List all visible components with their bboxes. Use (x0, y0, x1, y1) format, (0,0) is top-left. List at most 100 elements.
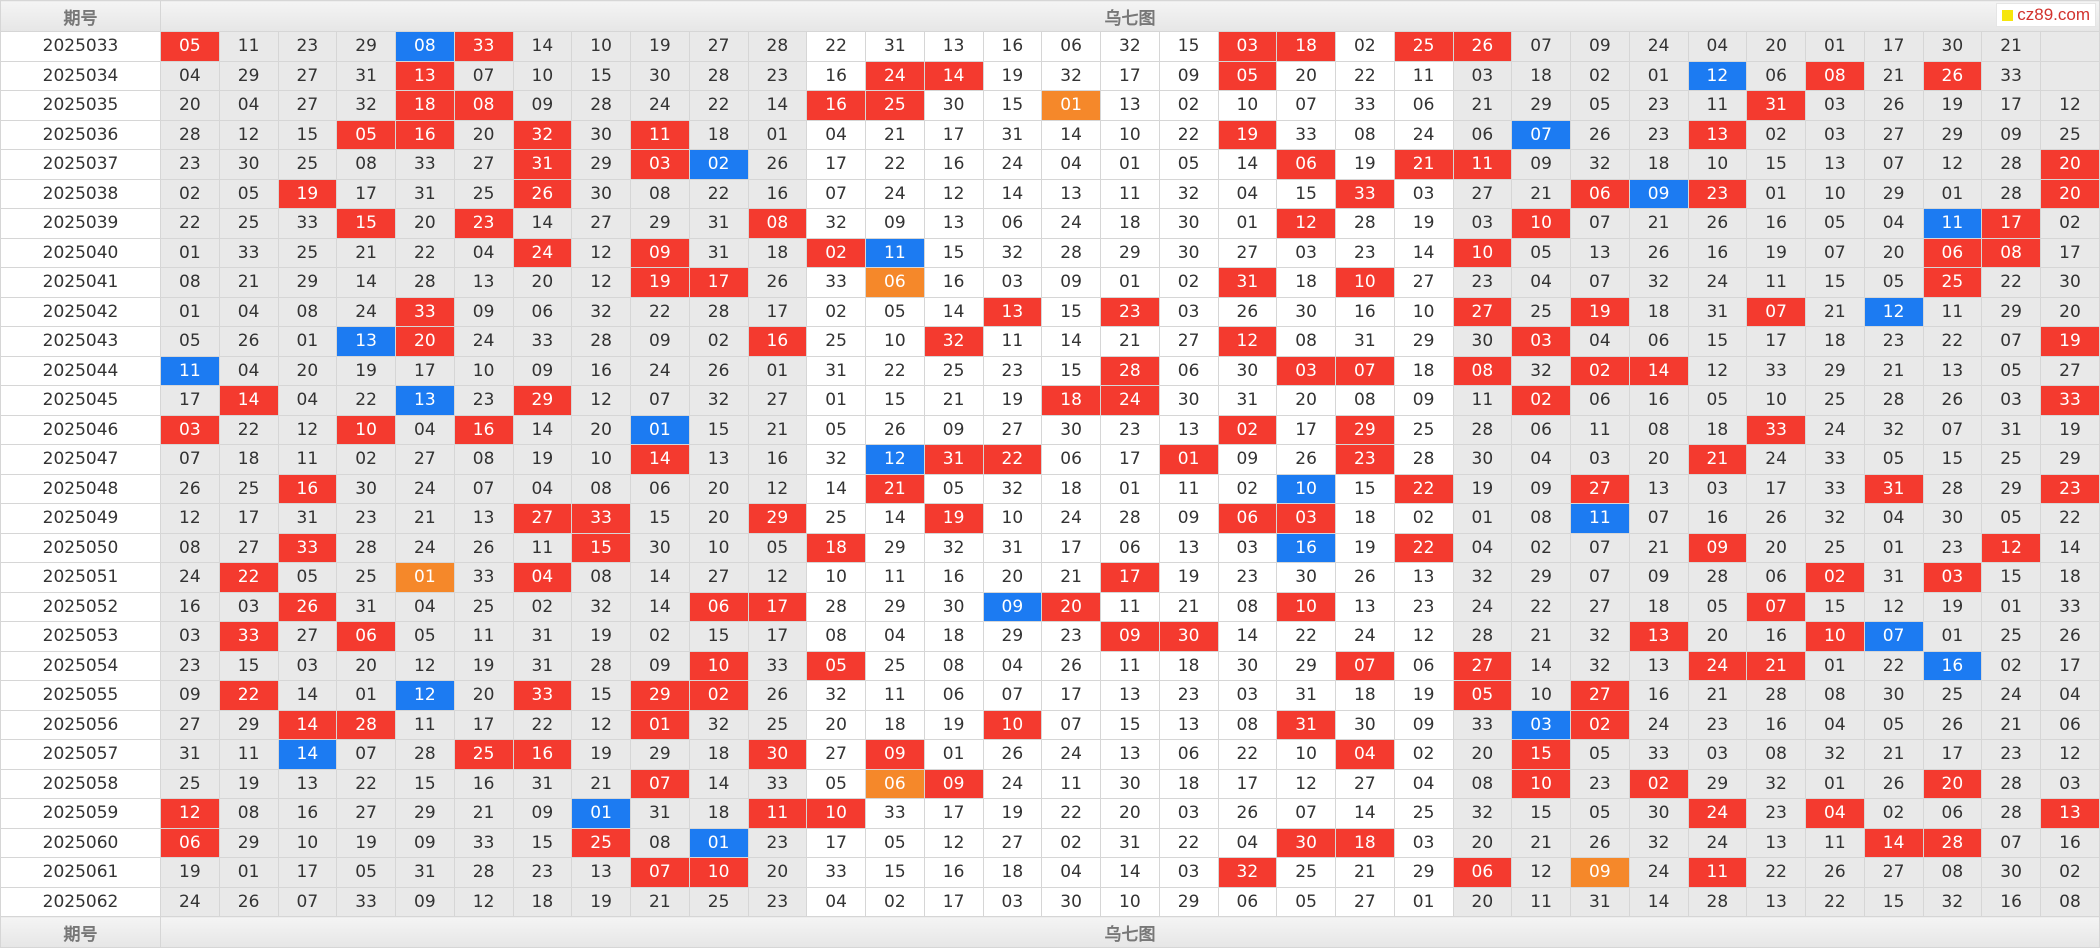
number-cell: 02 (1570, 60, 1630, 91)
number-cell: 28 (453, 857, 514, 888)
number-cell: 05 (1570, 798, 1630, 829)
number-cell: 05 (1687, 591, 1748, 622)
number-cell: 02 (688, 326, 749, 357)
number-cell: 13 (1335, 591, 1395, 622)
highlighted-number-cell: 20 (2040, 178, 2100, 209)
number-cell: 09 (512, 90, 573, 121)
number-cell: 21 (1511, 621, 1571, 652)
highlighted-number-cell: 12 (1981, 532, 2041, 563)
number-cell: 32 (1746, 768, 1806, 799)
number-cell: 33 (336, 886, 396, 917)
number-cell: 27 (982, 827, 1043, 858)
number-cell: 18 (1100, 208, 1160, 239)
number-cell: 14 (277, 680, 338, 711)
number-cell: 09 (395, 886, 455, 917)
number-cell: 03 (1393, 827, 1454, 858)
highlighted-number-cell: 12 (1276, 208, 1336, 239)
number-cell: 11 (1100, 178, 1160, 209)
number-cell: 17 (806, 827, 866, 858)
number-cell: 11 (1922, 296, 1983, 327)
highlighted-number-cell: 14 (1628, 355, 1689, 386)
number-cell: 28 (1100, 503, 1160, 534)
number-cell: 22 (218, 414, 279, 445)
highlighted-number-cell: 12 (1863, 296, 1924, 327)
number-cell: 30 (1276, 296, 1336, 327)
number-cell: 19 (1335, 532, 1395, 563)
number-cell: 21 (1452, 90, 1513, 121)
number-cell: 12 (1511, 857, 1571, 888)
number-cell: 12 (1393, 621, 1454, 652)
highlighted-number-cell: 23 (1687, 178, 1748, 209)
number-cell: 21 (218, 267, 279, 298)
number-cell: 11 (1570, 414, 1630, 445)
number-cell: 22 (865, 355, 925, 386)
number-cell: 03 (160, 621, 220, 652)
number-cell: 29 (1805, 355, 1865, 386)
number-cell: 05 (923, 473, 984, 504)
number-cell: 03 (1687, 473, 1748, 504)
number-cell: 24 (453, 326, 514, 357)
highlighted-number-cell: 12 (1217, 326, 1278, 357)
highlighted-number-cell: 31 (1746, 90, 1806, 121)
number-cell: 14 (336, 267, 396, 298)
site-watermark[interactable]: cz89.com (1996, 3, 2096, 27)
number-cell: 25 (1511, 296, 1571, 327)
number-cell: 32 (1570, 621, 1630, 652)
number-cell: 04 (277, 385, 338, 416)
highlighted-number-cell: 11 (630, 119, 690, 150)
number-cell: 33 (865, 798, 925, 829)
number-cell: 17 (806, 149, 866, 180)
number-cell: 08 (2040, 886, 2100, 917)
highlighted-number-cell: 10 (1335, 267, 1395, 298)
number-cell: 26 (2040, 621, 2100, 652)
highlighted-number-cell: 22 (982, 444, 1043, 475)
highlighted-number-cell: 32 (1217, 857, 1278, 888)
logo-dot-icon (2002, 10, 2014, 21)
number-cell: 09 (160, 680, 220, 711)
draw-row: 2025062 24 26 07 33 09 12 18 19 21 25 23 04 02 17 03 30 1… (0, 886, 2100, 917)
number-cell: 28 (1981, 178, 2041, 209)
number-cell: 10 (1393, 296, 1454, 327)
number-cell: 11 (982, 326, 1043, 357)
number-cell: 27 (277, 90, 338, 121)
highlighted-number-cell: 10 (688, 857, 749, 888)
number-cell: 21 (1863, 355, 1924, 386)
number-cell: 30 (1158, 237, 1219, 268)
number-cell: 06 (1570, 385, 1630, 416)
highlighted-number-cell: 10 (688, 650, 749, 681)
number-cell: 33 (395, 149, 455, 180)
highlighted-number-cell: 07 (630, 768, 690, 799)
number-cell: 30 (1158, 208, 1219, 239)
number-cell: 06 (1922, 798, 1983, 829)
number-cell: 21 (1805, 296, 1865, 327)
number-cell: 31 (336, 60, 396, 91)
period-cell: 2025055 (0, 680, 161, 711)
highlighted-number-cell: 33 (453, 31, 514, 62)
number-cell: 17 (1922, 739, 1983, 770)
number-cell: 33 (747, 650, 808, 681)
number-cell: 07 (1628, 503, 1689, 534)
number-cell: 30 (1922, 503, 1983, 534)
number-cell: 14 (2040, 532, 2100, 563)
number-cell: 28 (1981, 768, 2041, 799)
highlighted-number-cell: 14 (923, 60, 984, 91)
number-cell: 11 (1746, 267, 1806, 298)
number-cell: 17 (1276, 414, 1336, 445)
number-cell: 25 (1393, 798, 1454, 829)
number-cell: 11 (1393, 60, 1454, 91)
number-cell: 02 (1217, 473, 1278, 504)
number-cell: 17 (453, 709, 514, 740)
number-cell: 32 (982, 237, 1043, 268)
number-cell: 04 (1805, 709, 1865, 740)
number-cell: 10 (1746, 385, 1806, 416)
period-cell: 2025043 (0, 326, 161, 357)
number-cell: 27 (1863, 119, 1924, 150)
highlighted-number-cell: 17 (688, 267, 749, 298)
number-cell: 23 (1335, 237, 1395, 268)
number-cell: 07 (1570, 562, 1630, 593)
number-cell: 09 (1217, 444, 1278, 475)
number-cell: 28 (806, 591, 866, 622)
highlighted-number-cell: 04 (512, 562, 573, 593)
number-cell: 01 (336, 680, 396, 711)
header-period-label: 期号 (0, 0, 161, 32)
